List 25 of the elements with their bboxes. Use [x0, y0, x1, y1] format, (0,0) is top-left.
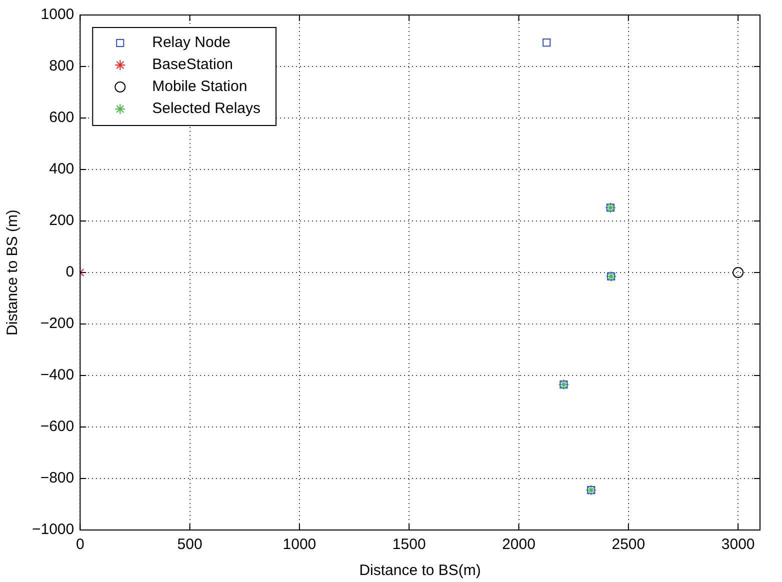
y-tick-label: −600	[40, 418, 74, 436]
y-tick-label: −200	[40, 315, 74, 332]
y-tick-label: −800	[40, 470, 74, 487]
legend-label: Selected Relays	[152, 100, 261, 118]
x-tick-label: 2500	[612, 536, 646, 554]
y-tick-label: 600	[49, 109, 74, 126]
y-tick-label: 0	[66, 264, 74, 281]
x-axis-title: Distance to BS(m)	[359, 562, 481, 580]
y-tick-label: 400	[49, 160, 74, 178]
legend-label: BaseStation	[152, 56, 234, 74]
y-tick-label: −400	[40, 366, 74, 384]
y-tick-label: −1000	[32, 521, 74, 538]
legend-label: Mobile Station	[152, 78, 248, 96]
y-tick-label: 200	[49, 212, 74, 230]
y-axis-title: Distance to BS (m)	[4, 210, 22, 336]
x-tick-label: 1500	[392, 536, 426, 554]
y-tick-label: 1000	[40, 6, 74, 24]
x-tick-label: 1000	[282, 536, 316, 554]
y-tick-label: 800	[49, 58, 74, 75]
x-tick-label: 500	[177, 536, 202, 554]
legend-label: Relay Node	[152, 34, 231, 52]
x-tick-label: 2000	[502, 536, 536, 554]
point	[732, 267, 744, 278]
point	[542, 38, 551, 47]
x-tick-label: 3000	[721, 536, 755, 554]
